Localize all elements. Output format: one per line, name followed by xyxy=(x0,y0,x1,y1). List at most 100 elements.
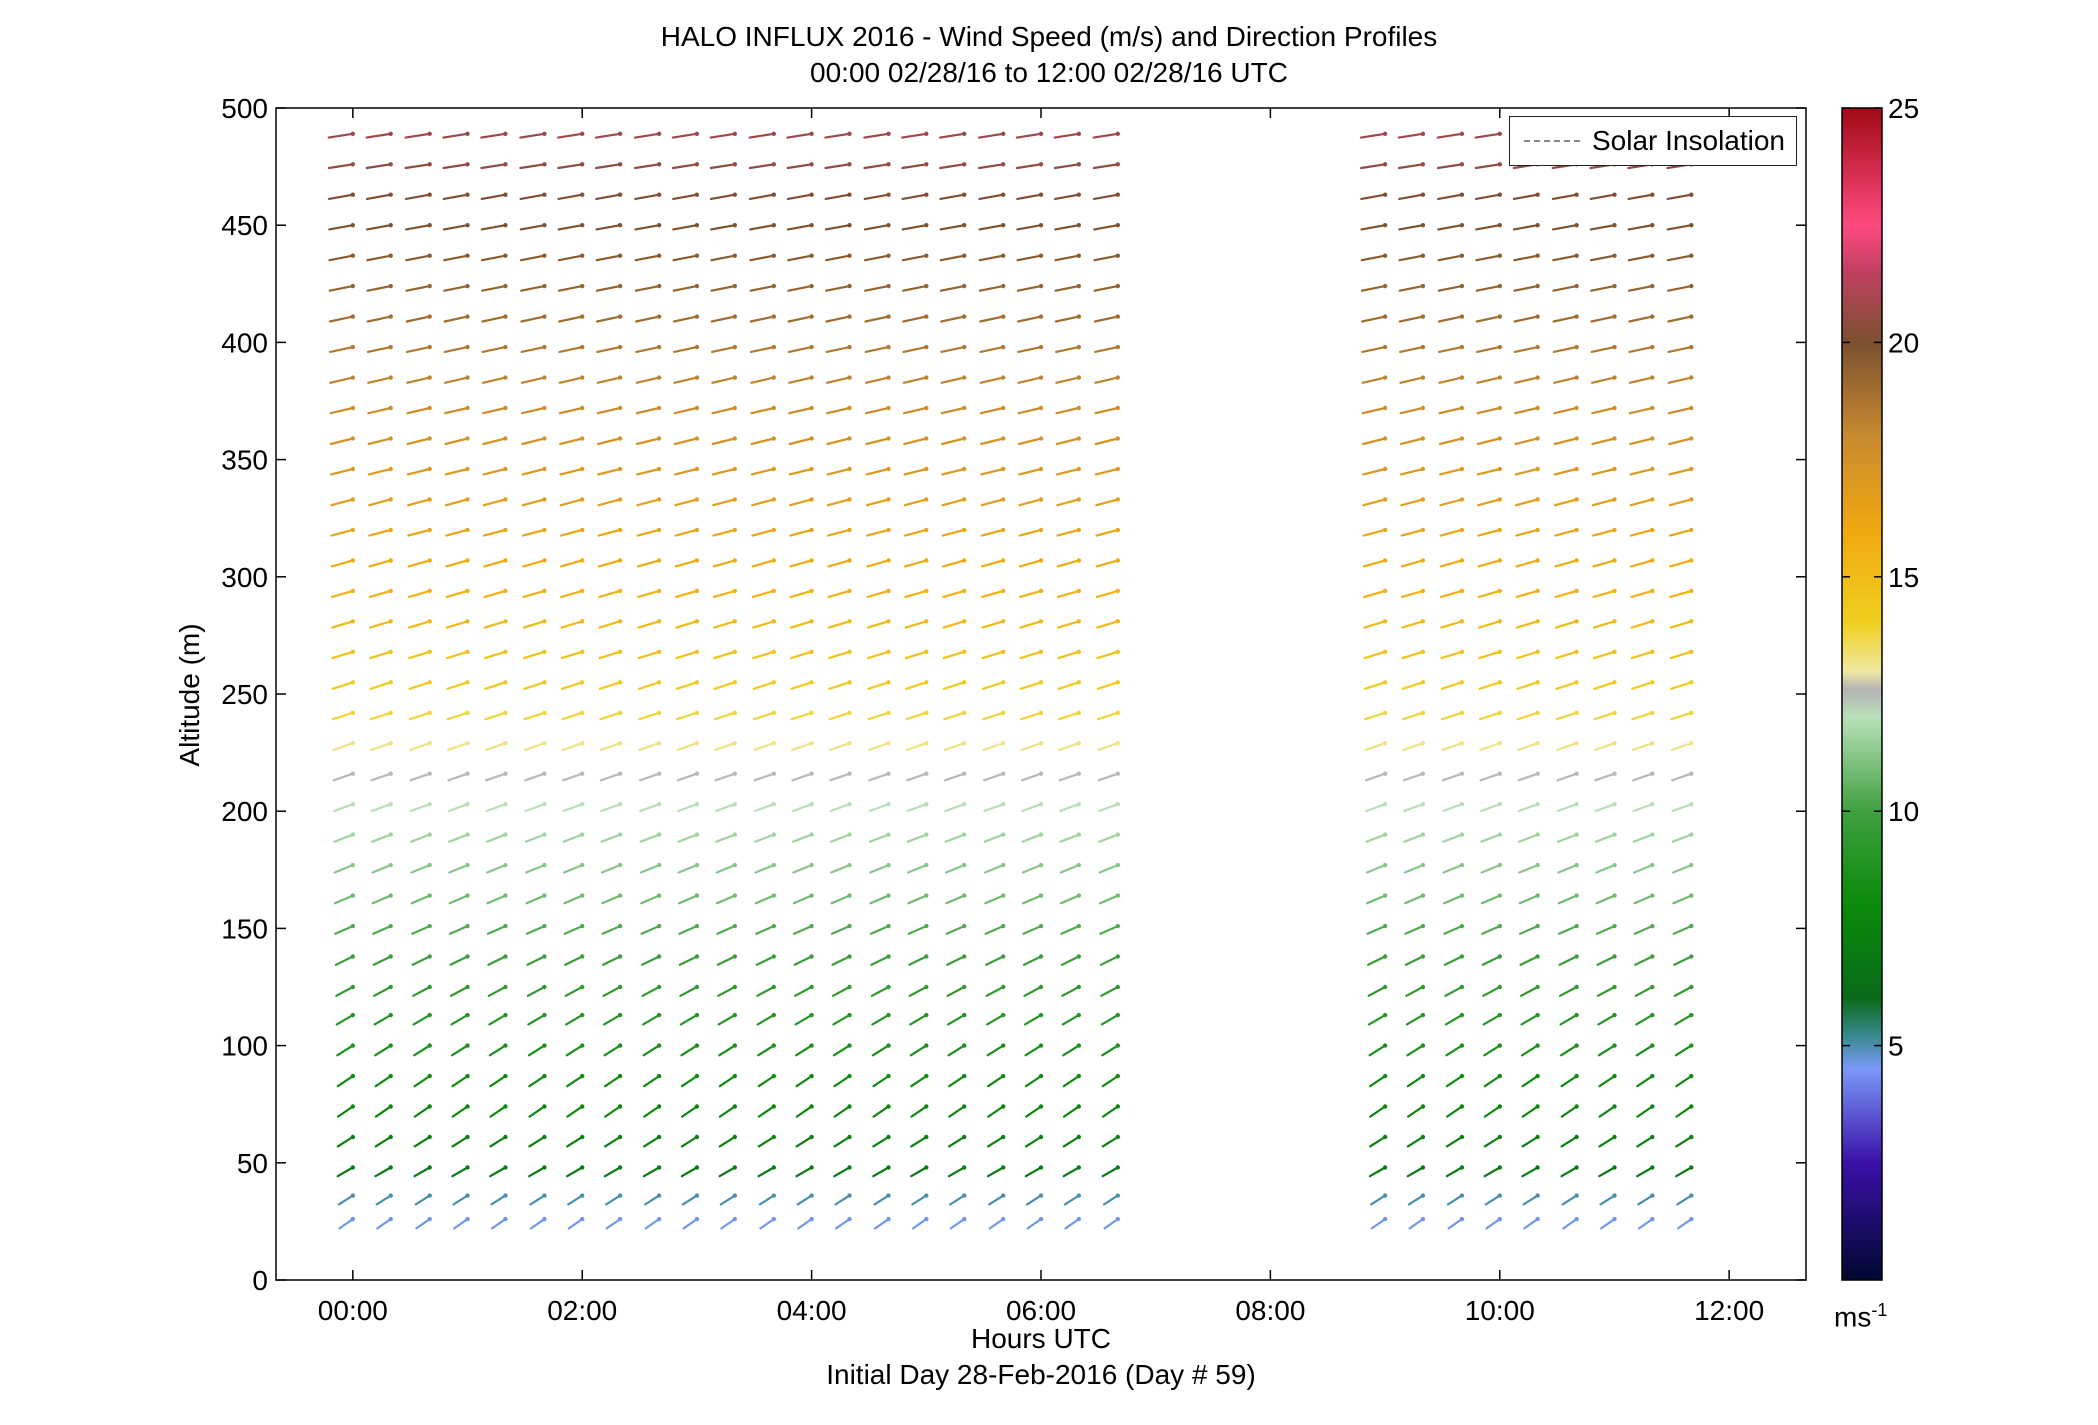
wind-vector xyxy=(1633,923,1655,935)
wind-vector xyxy=(1404,954,1426,966)
wind-vector xyxy=(489,1073,508,1088)
wind-vector xyxy=(1591,527,1617,537)
wind-vector xyxy=(1673,984,1694,997)
wind-vector xyxy=(944,802,967,813)
wind-vector xyxy=(1359,131,1388,139)
wind-vector xyxy=(600,802,623,813)
wind-vector xyxy=(1098,893,1121,905)
wind-vector xyxy=(1513,314,1540,323)
wind-vector xyxy=(672,192,700,200)
wind-vector xyxy=(904,558,929,568)
wind-vector xyxy=(1666,192,1694,200)
wind-vector xyxy=(1057,710,1082,721)
wind-vector xyxy=(940,436,967,446)
wind-vector xyxy=(983,832,1006,843)
wind-vector xyxy=(1479,771,1503,782)
wind-vector xyxy=(333,832,355,843)
wind-vector xyxy=(676,802,700,813)
wind-vector xyxy=(1057,649,1082,660)
wind-vector xyxy=(865,497,891,507)
wind-vector xyxy=(673,436,700,446)
wind-vector xyxy=(1400,527,1426,537)
colorbar xyxy=(1841,107,1883,1281)
wind-vector xyxy=(605,1216,623,1230)
wind-vector xyxy=(597,527,623,537)
wind-vector xyxy=(412,1012,432,1026)
wind-vector xyxy=(1444,1012,1465,1026)
wind-vector xyxy=(366,344,393,353)
wind-vector xyxy=(863,253,891,262)
wind-vector xyxy=(1594,802,1617,813)
wind-vector xyxy=(1476,436,1503,446)
wind-vector xyxy=(1598,1134,1617,1148)
wind-vector xyxy=(1093,283,1121,292)
wind-vector xyxy=(1591,497,1617,507)
wind-vector xyxy=(519,192,547,200)
wind-vector xyxy=(1016,314,1044,323)
wind-vector xyxy=(905,741,929,752)
colorbar-tick-label: 10 xyxy=(1888,796,1919,827)
wind-vector xyxy=(1101,1165,1121,1178)
wind-vector xyxy=(1445,1134,1465,1148)
wind-vector xyxy=(710,344,737,353)
wind-vector xyxy=(988,1193,1006,1206)
wind-vector xyxy=(520,283,547,292)
wind-vector xyxy=(1598,1073,1617,1088)
wind-vector xyxy=(1362,497,1388,507)
wind-vector xyxy=(1666,253,1694,262)
wind-vector xyxy=(1437,283,1465,292)
wind-vector xyxy=(406,466,432,476)
wind-vector xyxy=(673,375,700,384)
wind-vector xyxy=(368,588,393,599)
wind-vector xyxy=(1596,984,1617,997)
wind-vector xyxy=(677,832,700,843)
wind-vector xyxy=(979,344,1006,353)
wind-vector xyxy=(1053,162,1082,170)
wind-vector xyxy=(488,1043,508,1057)
wind-vector xyxy=(829,832,852,843)
wind-vector xyxy=(641,984,662,997)
wind-vector xyxy=(824,223,852,231)
wind-vector xyxy=(1401,619,1426,629)
wind-vector xyxy=(986,1073,1006,1088)
wind-vector xyxy=(942,588,967,599)
y-tick-label: 450 xyxy=(221,210,268,241)
wind-vector xyxy=(600,862,623,874)
wind-vector xyxy=(594,131,623,139)
wind-vector xyxy=(1479,741,1503,752)
wind-vector xyxy=(334,954,355,966)
wind-vector xyxy=(786,192,814,200)
wind-vector xyxy=(718,1043,737,1057)
wind-vector xyxy=(1016,223,1044,231)
wind-vector xyxy=(371,862,393,874)
wind-vector xyxy=(946,954,967,966)
wind-vector xyxy=(1102,1193,1121,1206)
wind-vector xyxy=(948,1073,967,1088)
wind-vector xyxy=(910,1165,929,1178)
wind-vector xyxy=(520,375,547,384)
wind-vector xyxy=(1634,984,1655,997)
wind-vector xyxy=(1360,283,1388,292)
wind-vector xyxy=(1630,588,1655,599)
wind-vector xyxy=(1020,741,1044,752)
wind-vector xyxy=(638,771,662,782)
wind-vector xyxy=(750,405,776,415)
wind-vector xyxy=(1594,771,1617,782)
wind-vector xyxy=(1439,558,1465,568)
wind-vector xyxy=(522,619,547,629)
wind-vector xyxy=(715,862,737,874)
wind-vector xyxy=(485,802,508,813)
y-tick-label: 0 xyxy=(252,1265,268,1296)
wind-vector xyxy=(824,192,852,200)
wind-vector xyxy=(331,649,355,660)
wind-vector xyxy=(336,1073,355,1088)
wind-vector xyxy=(1398,283,1426,292)
wind-vector xyxy=(1442,893,1465,905)
wind-vector xyxy=(1056,527,1082,537)
wind-vector xyxy=(1401,649,1426,660)
wind-vector xyxy=(519,162,547,170)
wind-vector xyxy=(1478,619,1503,629)
wind-vector xyxy=(413,1073,432,1088)
wind-vector xyxy=(485,832,508,843)
wind-vector xyxy=(1668,497,1694,507)
